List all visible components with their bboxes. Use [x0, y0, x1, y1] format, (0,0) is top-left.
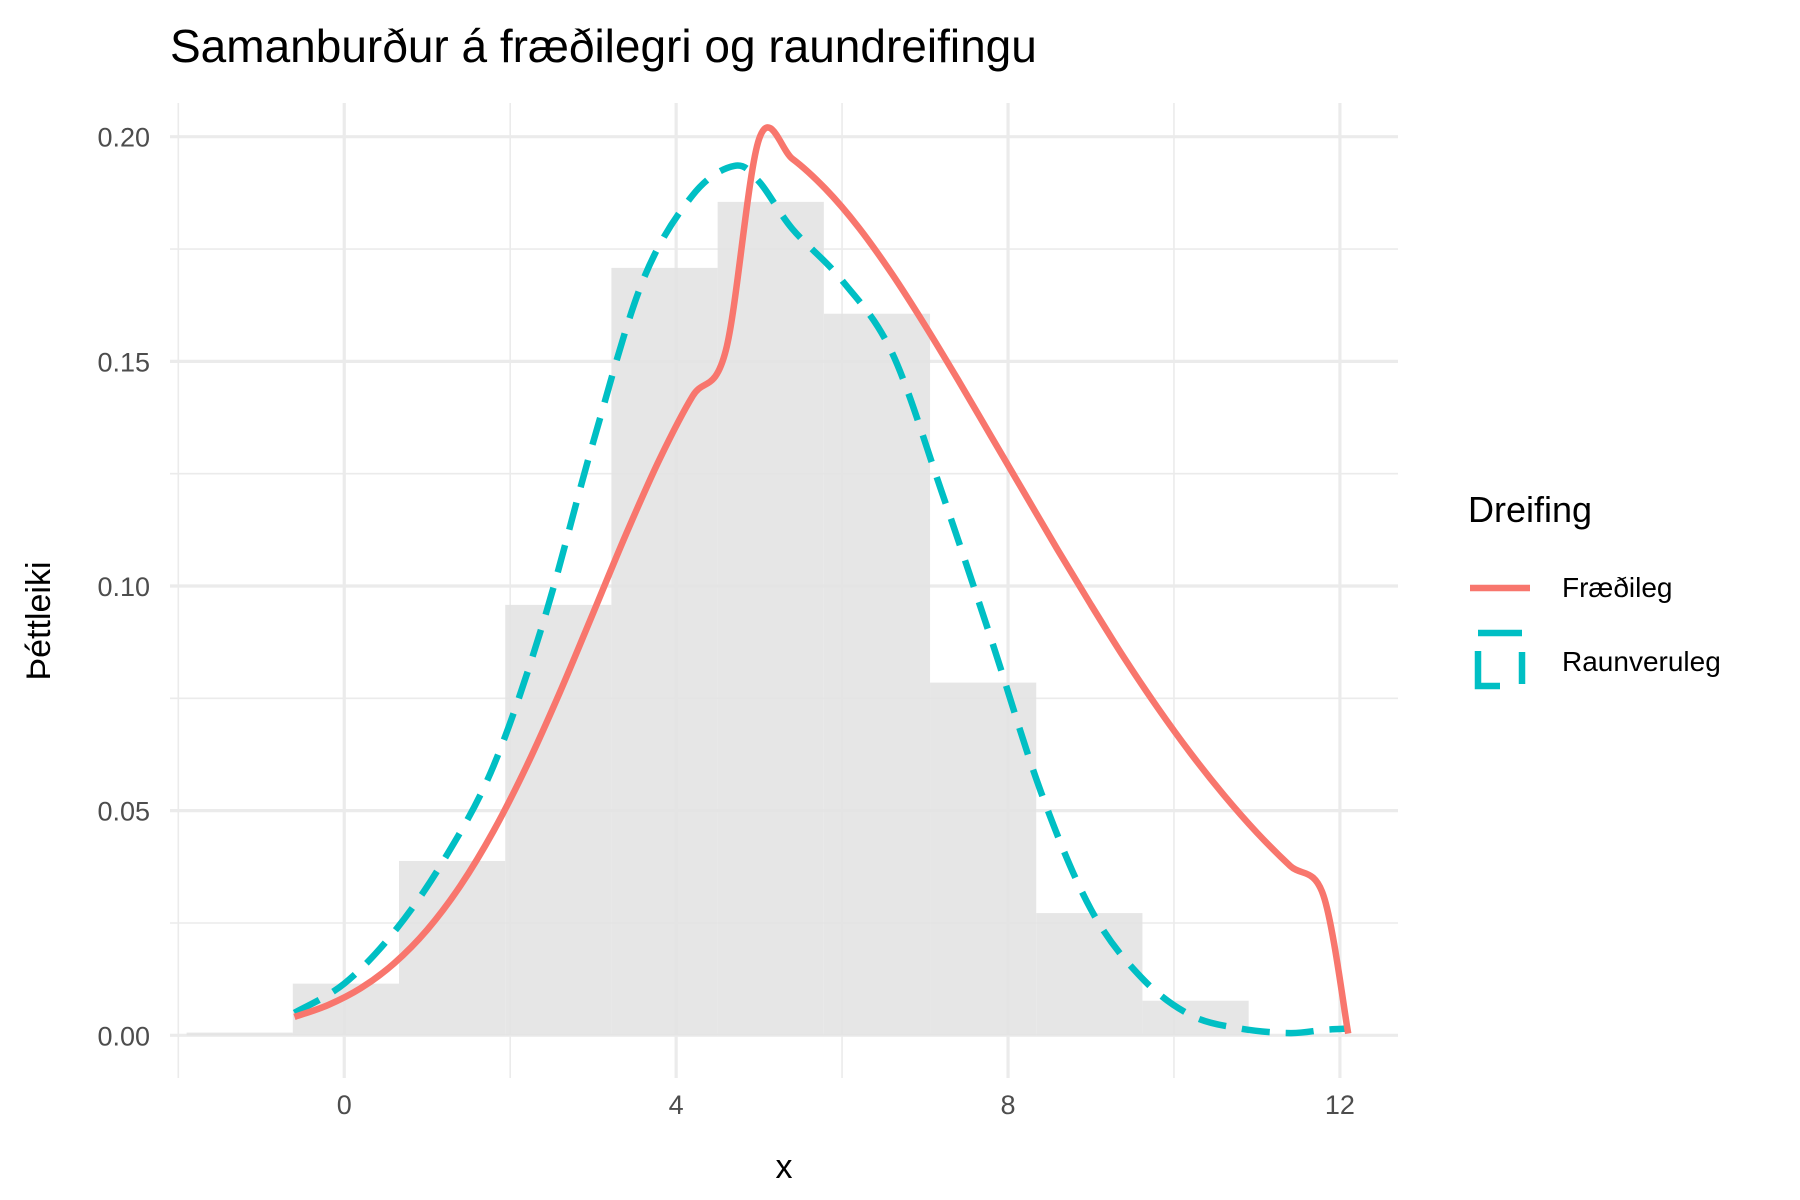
y-tick-label: 0.20 — [97, 123, 150, 153]
y-tick-label: 0.15 — [97, 347, 150, 377]
x-tick-label: 12 — [1325, 1090, 1355, 1120]
x-tick-labels: 0 4 8 12 — [337, 1090, 1355, 1120]
histogram-bar-9 — [1036, 913, 1143, 1036]
x-tick-label: 4 — [669, 1090, 684, 1120]
histogram-bar-6 — [717, 201, 824, 1036]
x-axis-title: x — [776, 1148, 793, 1186]
density-lines — [292, 124, 1352, 1037]
histogram-bar-10 — [1142, 1000, 1249, 1036]
x-tick-label: 8 — [1001, 1090, 1016, 1120]
chart-title: Samanburður á fræðilegri og raundreifing… — [170, 20, 1037, 72]
legend-label-raunveruleg: Raunveruleg — [1562, 646, 1721, 677]
histogram-bar-8 — [930, 682, 1037, 1036]
x-tick-label: 0 — [337, 1090, 352, 1120]
y-tick-label: 0.00 — [97, 1021, 150, 1051]
density-line-fraedileg — [293, 124, 1352, 1035]
histogram-bar-4 — [505, 604, 612, 1036]
legend-key-raunveruleg — [1474, 629, 1526, 690]
histogram-bar-1 — [186, 1032, 293, 1036]
y-axis-title: Þéttleiki — [20, 561, 58, 680]
y-tick-labels: 0.00 0.05 0.10 0.15 0.20 — [97, 123, 150, 1052]
y-tick-label: 0.05 — [97, 797, 150, 827]
histogram-bar-5 — [611, 267, 718, 1036]
legend-title: Dreifing — [1468, 489, 1592, 530]
histogram-bars — [186, 201, 1249, 1036]
histogram-bar-3 — [399, 860, 506, 1036]
legend-label-fraedileg: Fræðileg — [1562, 572, 1672, 603]
legend-key-line-raunveruleg — [1474, 629, 1526, 690]
histogram-bar-7 — [823, 313, 931, 1036]
y-tick-label: 0.10 — [97, 572, 150, 602]
density-line-raunveruleg — [292, 162, 1349, 1037]
legend: Dreifing Fræðileg Raunveruleg — [1468, 489, 1721, 690]
